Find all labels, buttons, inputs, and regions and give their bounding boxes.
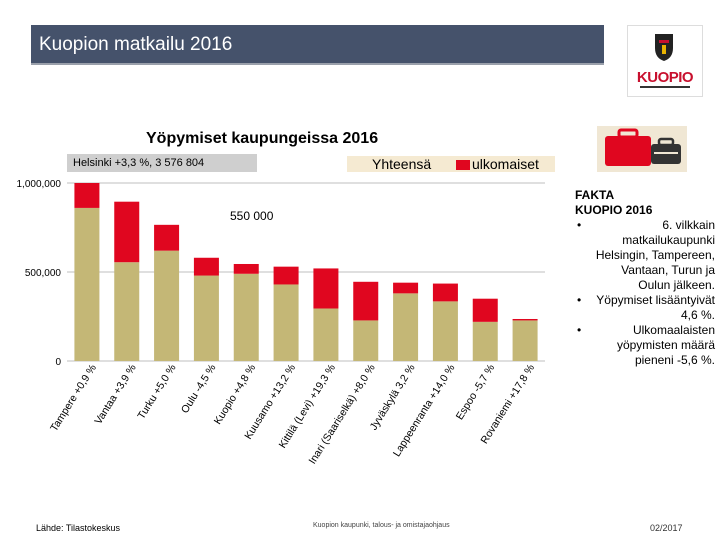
bar-domestic [114, 262, 140, 361]
bar-foreign [313, 268, 339, 309]
bar-foreign [353, 281, 379, 321]
header-bar: Kuopion matkailu 2016 [31, 25, 604, 65]
bar-foreign [393, 282, 419, 294]
fact-item: 6. vilkkain matkailukaupunki Helsingin, … [575, 218, 715, 293]
page-title: Kuopion matkailu 2016 [39, 34, 233, 55]
bar-domestic [432, 301, 458, 361]
bar-domestic [233, 273, 259, 361]
y-tick-label: 0 [55, 357, 61, 368]
x-tick-label: Oulu -4,5 % [179, 362, 219, 415]
bar-domestic [154, 250, 180, 361]
source-note: Lähde: Tilastokeskus [36, 523, 121, 533]
legend-foreign-label: ulkomaiset [472, 156, 539, 172]
suitcase-icon [597, 126, 687, 172]
bar-domestic [74, 207, 100, 361]
x-tick-label: Tampere +0,9 % [48, 362, 99, 433]
bar-domestic [472, 321, 498, 361]
chart-title: Yöpymiset kaupungeissa 2016 [146, 130, 379, 147]
y-tick-label: 1,000,000 [17, 179, 62, 190]
fact-subheading: KUOPIO 2016 [575, 203, 653, 217]
annotation-label: 550 000 [230, 209, 274, 223]
bar-domestic [193, 275, 219, 361]
fact-heading: FAKTA [575, 188, 615, 202]
x-tick-label: Espoo -5,7 % [454, 362, 498, 422]
bar-domestic [353, 320, 379, 361]
legend-band [347, 156, 555, 172]
bar-domestic [393, 293, 419, 361]
bar-foreign [233, 263, 259, 274]
bar-foreign [74, 183, 100, 208]
x-tick-label: Turku +5,0 % [135, 362, 178, 421]
crest-icon [655, 34, 673, 61]
bar-domestic [512, 320, 538, 361]
bar-foreign [114, 201, 140, 263]
logo-underline [640, 86, 690, 88]
fact-box: FAKTA KUOPIO 2016 6. vilkkain matkailuka… [569, 181, 720, 396]
info-band-text: Helsinki +3,3 %, 3 576 804 [73, 157, 205, 169]
logo-wordmark: KUOPIO [636, 69, 694, 86]
y-tick-label: 500,000 [25, 268, 62, 279]
kuopio-logo: KUOPIO [627, 25, 703, 97]
bar-foreign [154, 224, 180, 251]
footer-date: 02/2017 [650, 523, 683, 533]
bar-domestic [273, 284, 299, 361]
bar-foreign [472, 298, 498, 322]
bar-domestic [313, 308, 339, 361]
x-tick-label: Vantaa +3,9 % [92, 362, 138, 426]
bar-foreign [512, 318, 538, 321]
fact-item: Ulkomaalaisten yöpymisten määrä pieneni … [575, 323, 715, 368]
footer-organization: Kuopion kaupunki, talous- ja omistajaohj… [313, 522, 450, 529]
fact-item: Yöpymiset lisääntyivät 4,6 %. [575, 293, 715, 323]
bar-foreign [273, 266, 299, 285]
info-band: Helsinki +3,3 %, 3 576 804 [67, 154, 257, 172]
legend-foreign-swatch [456, 160, 470, 170]
fact-list: 6. vilkkain matkailukaupunki Helsingin, … [575, 218, 715, 368]
bar-foreign [193, 257, 219, 276]
x-tick-label: Kuopio +4,8 % [212, 362, 259, 427]
bar-foreign [432, 283, 458, 302]
legend-total-label: Yhteensä [372, 156, 432, 172]
